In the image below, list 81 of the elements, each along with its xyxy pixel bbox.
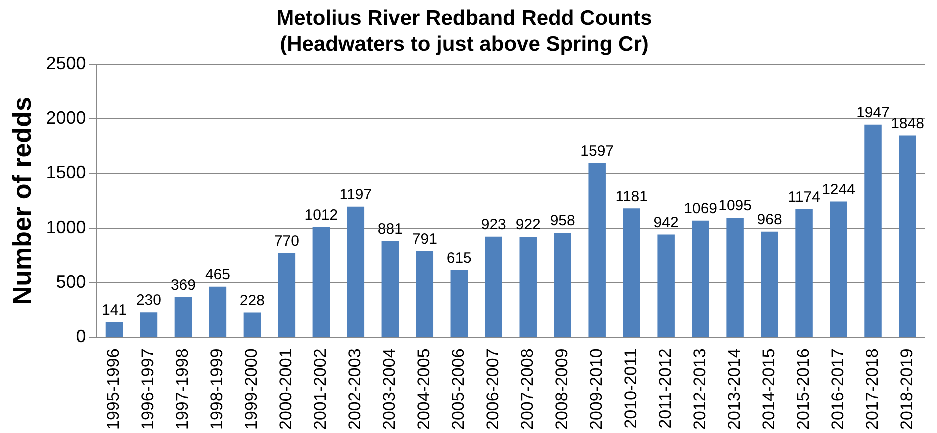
bar [554,233,572,338]
x-tick-label: 1998-1999 [208,348,227,430]
x-tick-label: 2013-2014 [724,348,744,430]
bar [588,163,606,338]
data-label: 1244 [822,181,856,198]
x-tick-label: 2008-2009 [552,348,572,430]
data-label: 1197 [340,186,372,204]
data-label: 881 [378,221,403,238]
data-label: 922 [516,216,541,234]
data-label: 465 [205,266,230,284]
bar [830,202,848,338]
bar [485,236,502,338]
chart-title: Metolius River Redband Redd Counts [276,6,652,30]
y-tick-label: 2000 [46,108,86,128]
bar [382,241,400,338]
x-tick-label: 2009-2010 [587,348,606,430]
x-tick-label: 1995-1996 [104,348,124,430]
bar [416,251,434,338]
bar [520,236,537,338]
data-label: 791 [412,230,438,248]
data-label: 1947 [856,104,890,122]
x-tick-label: 2006-2007 [484,348,503,430]
bar [692,220,710,338]
bar [347,206,365,338]
y-tick-label: 0 [76,326,86,347]
x-tick-label: 2018-2019 [897,348,916,430]
data-label: 923 [481,216,506,234]
bar [761,232,778,338]
chart-subtitle: (Headwaters to just above Spring Cr) [280,33,649,56]
x-tick-label: 2000-2001 [276,348,296,430]
y-tick-label: 2500 [46,53,86,74]
bar [726,218,744,338]
bar [174,297,192,338]
y-tick-label: 1000 [46,217,86,238]
x-tick-label: 2012-2013 [690,348,710,430]
x-tick-label: 2001-2002 [311,348,330,430]
data-label: 968 [757,212,782,229]
data-label: 369 [170,277,196,294]
data-label: 1181 [616,188,648,206]
bar [864,124,882,338]
bar [106,322,124,338]
data-label: 1848 [891,115,924,132]
data-label: 1069 [684,200,718,218]
data-label: 1597 [580,142,614,160]
bar [209,286,227,338]
bar [899,136,916,338]
x-tick-label: 2011-2012 [656,348,676,429]
data-label: 1095 [718,198,752,215]
x-tick-label: 2007-2008 [518,348,538,430]
bar [244,312,262,338]
y-tick-label: 1500 [46,162,86,183]
x-tick-label: 2010-2011 [622,348,641,429]
x-tick-label: 2004-2005 [414,348,434,430]
y-axis-title: Number of redds [6,97,37,306]
bar [450,270,468,338]
data-label: 615 [446,250,472,268]
x-tick-label: 2016-2017 [828,348,848,430]
bar [278,254,296,338]
x-tick-label: 2005-2006 [449,348,468,430]
x-tick-label: 1997-1998 [173,348,192,430]
x-tick-label: 2002-2003 [346,348,365,430]
bar [658,234,675,338]
x-tick-label: 2003-2004 [380,348,400,430]
x-tick-label: 2015-2016 [794,348,813,430]
data-label: 770 [274,233,300,250]
data-label: 230 [136,292,162,310]
data-label: 141 [102,302,128,319]
bar [623,208,640,338]
bar [312,227,330,338]
x-tick-label: 2017-2018 [862,348,882,430]
data-label: 1174 [788,189,820,206]
data-label: 958 [550,212,576,230]
y-tick-label: 500 [56,272,86,292]
data-label: 1012 [304,206,338,224]
data-label: 942 [654,214,679,232]
bar [796,209,813,338]
x-tick-label: 1996-1997 [138,348,158,430]
data-label: 228 [240,292,265,310]
x-tick-label: 1999-2000 [242,348,262,430]
bar [140,312,158,338]
x-tick-label: 2014-2015 [759,348,778,430]
